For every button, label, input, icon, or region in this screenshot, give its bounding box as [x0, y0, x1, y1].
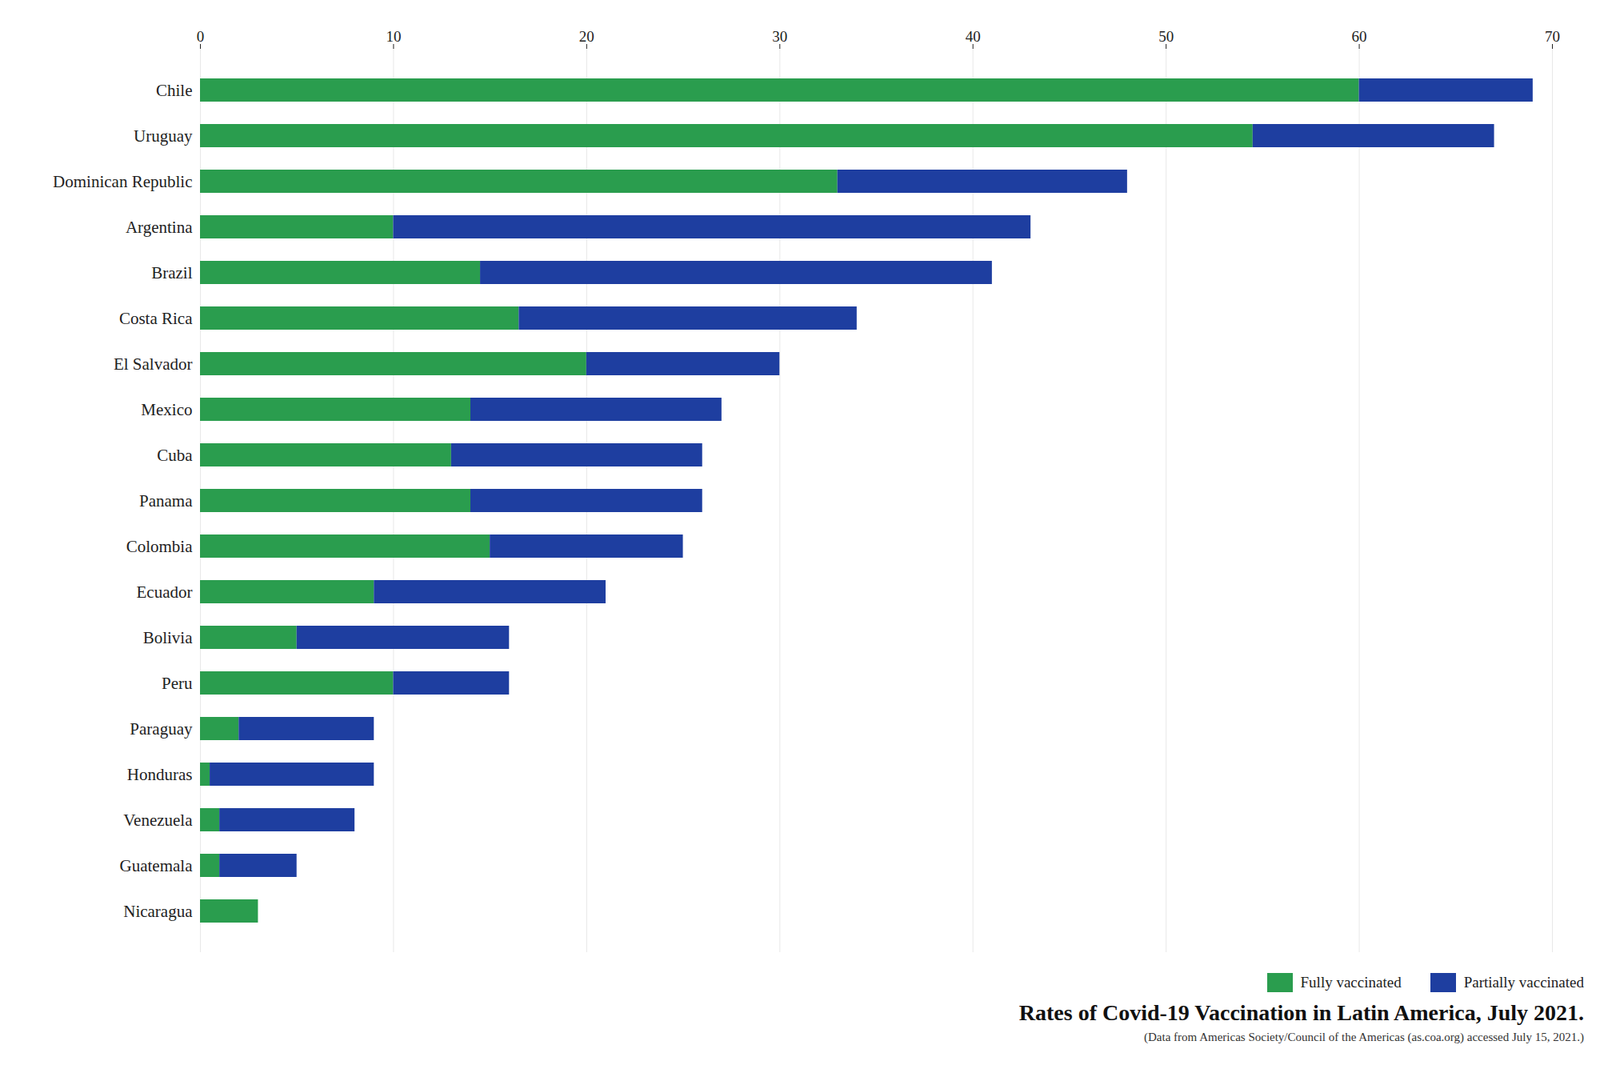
svg-text:Mexico: Mexico [140, 400, 192, 420]
svg-text:10: 10 [385, 28, 401, 45]
svg-text:Paraguay: Paraguay [129, 719, 193, 739]
svg-text:Peru: Peru [161, 673, 193, 693]
html-text:Partially vaccinated: Partially vaccinated [1463, 973, 1584, 991]
svg-text:Brazil: Brazil [151, 263, 192, 283]
html-text:Rates of Covid-19 Vaccination: Rates of Covid-19 Vaccination in Latin A… [1019, 1000, 1584, 1025]
svg-text:El Salvador: El Salvador [113, 354, 193, 374]
svg-text:Venezuela: Venezuela [123, 810, 193, 830]
svg-text:Dominican Republic: Dominican Republic [52, 172, 192, 192]
svg-text:Panama: Panama [139, 491, 193, 511]
svg-text:60: 60 [1352, 28, 1368, 45]
svg-text:Colombia: Colombia [126, 536, 194, 556]
svg-text:30: 30 [772, 28, 788, 45]
svg-text:Uruguay: Uruguay [133, 126, 193, 146]
svg-text:Nicaragua: Nicaragua [123, 901, 193, 921]
svg-text:Guatemala: Guatemala [120, 856, 194, 876]
svg-text:Honduras: Honduras [127, 764, 193, 784]
html-text:(Data from Americas Society/Co: (Data from Americas Society/Council of t… [1144, 1030, 1584, 1044]
svg-text:0: 0 [196, 28, 205, 45]
svg-text:20: 20 [579, 28, 595, 45]
svg-text:Chile: Chile [156, 80, 193, 100]
svg-text:70: 70 [1544, 28, 1560, 45]
svg-text:Ecuador: Ecuador [136, 582, 193, 602]
svg-text:50: 50 [1158, 28, 1174, 45]
svg-text:Argentina: Argentina [125, 217, 193, 237]
svg-text:40: 40 [965, 28, 981, 45]
svg-text:Cuba: Cuba [156, 445, 193, 465]
svg-text:Costa Rica: Costa Rica [119, 308, 193, 328]
svg-text:Bolivia: Bolivia [143, 628, 194, 648]
html-text:Fully vaccinated: Fully vaccinated [1300, 973, 1402, 991]
